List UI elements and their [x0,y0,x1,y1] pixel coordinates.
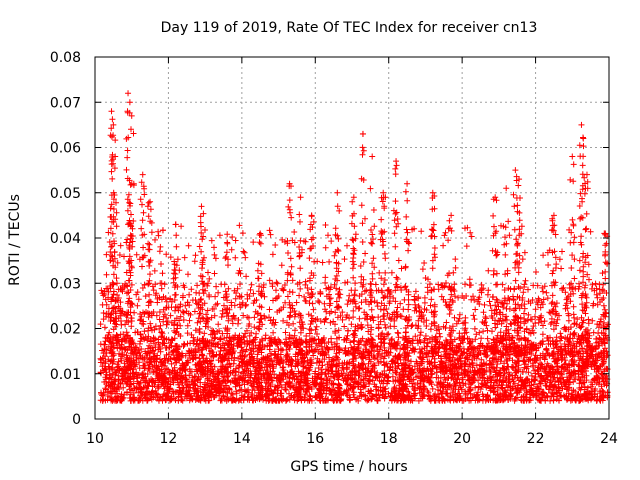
data-point-peak [578,121,585,128]
data-point-peak [492,194,499,201]
data-point-peak [286,180,293,187]
data-point-peak [139,171,146,178]
data-point-peak [569,153,576,160]
data-point-peak [257,230,264,237]
data-point-peak [369,153,376,160]
y-tick-label: 0.04 [50,231,81,247]
data-point-peak [334,189,341,196]
y-tick-label: 0.03 [50,276,81,292]
data-point-peak [108,108,115,115]
dense-point-cloud [97,108,611,404]
data-point-peak [110,121,117,128]
data-point-peak [172,221,179,228]
y-tick-label: 0.05 [50,186,81,202]
y-tick-label: 0.07 [50,95,81,111]
data-point-peak [583,171,590,178]
data-point-peak [380,189,387,196]
data-point-peak [224,239,231,246]
axis-ticks [94,56,610,420]
x-tick-label: 12 [160,431,178,447]
y-axis-label: ROTI / TECUs [7,194,23,286]
x-tick-label: 10 [86,431,104,447]
data-points [97,90,611,404]
x-tick-label: 18 [380,431,398,447]
x-tick-label: 20 [453,431,471,447]
data-point-peak [350,194,357,201]
data-point-peak [125,90,132,97]
x-tick-label: 22 [527,431,545,447]
x-axis-label: GPS time / hours [290,459,407,475]
data-point-peak [393,158,400,165]
y-tick-label: 0.02 [50,322,81,338]
data-point-peak [360,130,367,137]
data-point-peak [308,212,315,219]
data-point-peak [512,167,519,174]
data-point-peak [602,230,609,237]
x-tick-labels: 10 12 14 16 18 20 22 24 [86,431,618,447]
y-tick-label: 0.06 [50,141,81,157]
data-point-peak [404,180,411,187]
data-point-peak [198,203,205,210]
data-point-peak [448,212,455,219]
data-point-peak [580,135,587,142]
data-point-peak [503,185,510,192]
chart-title: Day 119 of 2019, Rate Of TEC Index for r… [161,20,538,36]
data-point-peak [112,153,119,160]
data-point-peak [126,99,133,106]
y-tick-label: 0 [72,412,81,428]
y-tick-label: 0.08 [50,50,81,66]
data-point-peak [128,112,135,119]
data-point-peak [429,189,436,196]
data-point-peak [550,212,557,219]
data-point-peak [297,194,304,201]
x-tick-label: 14 [233,431,251,447]
x-tick-label: 16 [306,431,324,447]
y-tick-labels: 0 0.01 0.02 0.03 0.04 0.05 0.06 0.07 0.08 [50,50,81,428]
data-point-peak [516,176,523,183]
data-point-peak [147,198,154,205]
x-tick-label: 24 [600,431,618,447]
y-tick-label: 0.01 [50,367,81,383]
